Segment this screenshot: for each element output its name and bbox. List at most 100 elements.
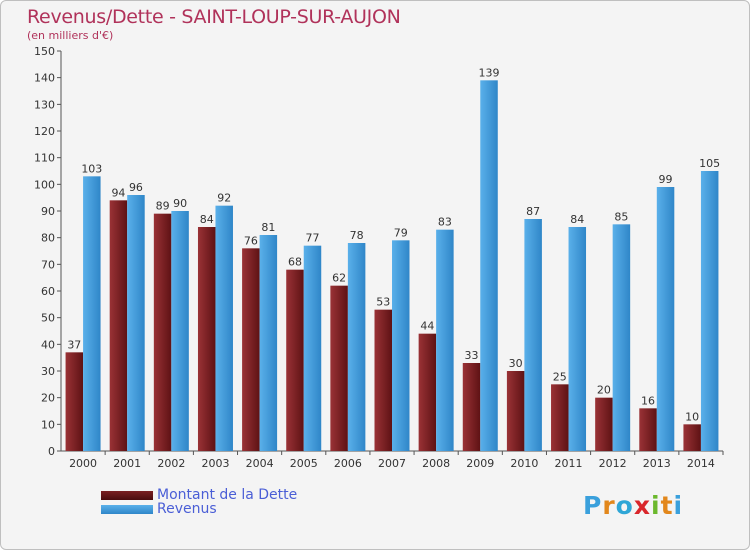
data-label-dette: 33 — [465, 349, 479, 362]
data-label-revenus: 81 — [261, 221, 275, 234]
data-label-revenus: 83 — [438, 216, 452, 229]
data-label-revenus: 90 — [173, 197, 187, 210]
proxiti-logo: Proxiti — [583, 491, 683, 520]
data-label-dette: 10 — [685, 410, 699, 423]
bar-revenus — [215, 205, 233, 451]
bar-revenus — [392, 240, 410, 451]
bar-dette — [595, 397, 613, 451]
x-tick-label: 2011 — [555, 457, 583, 470]
chart-subtitle: (en milliers d'€) — [27, 29, 114, 42]
y-tick-label: 30 — [41, 365, 55, 378]
x-tick-label: 2003 — [201, 457, 229, 470]
bar-revenus — [171, 211, 189, 451]
y-tick-label: 110 — [34, 152, 55, 165]
bar-revenus — [347, 243, 366, 451]
x-tick-label: 2009 — [466, 457, 494, 470]
data-label-dette: 84 — [200, 213, 214, 226]
y-tick-label: 80 — [41, 232, 55, 245]
x-tick-label: 2004 — [246, 457, 274, 470]
x-tick-label: 2014 — [687, 457, 715, 470]
bar-revenus — [656, 187, 675, 451]
y-tick-label: 40 — [41, 338, 55, 351]
data-label-dette: 25 — [553, 370, 567, 383]
y-tick-label: 90 — [41, 205, 55, 218]
bar-revenus — [83, 176, 101, 452]
data-label-revenus: 99 — [659, 173, 673, 186]
data-label-revenus: 96 — [129, 181, 143, 194]
legend-label-revenus: Revenus — [157, 501, 217, 517]
bar-revenus — [436, 229, 454, 451]
x-tick-label: 2010 — [510, 457, 538, 470]
bar-dette — [551, 384, 569, 451]
bar-dette — [197, 227, 216, 451]
bar-dette — [418, 333, 437, 451]
bar-dette — [153, 213, 172, 451]
y-tick-label: 60 — [41, 285, 55, 298]
data-label-dette: 94 — [111, 186, 125, 199]
data-label-revenus: 87 — [526, 205, 540, 218]
chart-bars — [65, 80, 719, 452]
y-tick-label: 140 — [34, 72, 55, 85]
chart-title: Revenus/Dette - SAINT-LOUP-SUR-AUJON — [27, 6, 401, 28]
data-label-dette: 37 — [67, 338, 81, 351]
bar-revenus — [303, 245, 322, 451]
logo-letter: t — [660, 491, 674, 520]
data-label-dette: 76 — [244, 234, 258, 247]
x-tick-label: 2007 — [378, 457, 406, 470]
bar-revenus — [700, 171, 719, 451]
logo-letter: i — [651, 491, 661, 520]
bar-revenus — [568, 227, 587, 451]
bar-revenus — [127, 195, 145, 451]
x-tick-label: 2000 — [69, 457, 97, 470]
logo-letter: r — [602, 491, 616, 520]
bar-dette — [683, 424, 701, 451]
data-label-dette: 68 — [288, 256, 302, 269]
legend-swatch-revenus — [101, 504, 153, 514]
data-label-revenus: 105 — [699, 157, 720, 170]
data-label-dette: 16 — [641, 394, 655, 407]
legend-label-dette: Montant de la Dette — [157, 487, 298, 503]
x-tick-label: 2012 — [599, 457, 627, 470]
y-tick-label: 150 — [34, 45, 55, 58]
bar-dette — [242, 248, 260, 451]
legend-swatch-dette — [101, 490, 153, 500]
data-label-dette: 20 — [597, 384, 611, 397]
x-tick-label: 2005 — [290, 457, 318, 470]
data-label-revenus: 79 — [394, 226, 408, 239]
bar-dette — [374, 309, 392, 451]
bar-revenus — [612, 224, 631, 451]
data-label-revenus: 139 — [479, 66, 500, 79]
bar-revenus — [259, 235, 278, 451]
y-tick-label: 130 — [34, 98, 55, 111]
legend-item-dette: Montant de la Dette — [101, 487, 298, 503]
data-label-revenus: 84 — [570, 213, 584, 226]
data-label-dette: 89 — [156, 200, 170, 213]
y-tick-label: 120 — [34, 125, 55, 138]
bar-revenus — [524, 219, 542, 451]
logo-letter: i — [673, 491, 684, 520]
x-tick-label: 2013 — [643, 457, 671, 470]
data-label-dette: 53 — [376, 296, 390, 309]
logo-letter: x — [633, 491, 651, 520]
bar-dette — [65, 352, 84, 451]
y-tick-label: 70 — [41, 258, 55, 271]
x-tick-label: 2002 — [157, 457, 185, 470]
y-tick-label: 0 — [48, 445, 55, 458]
legend-item-revenus: Revenus — [101, 501, 217, 517]
logo-letter: P — [583, 491, 603, 520]
y-tick-label: 20 — [41, 392, 55, 405]
bar-dette — [109, 200, 128, 451]
data-label-revenus: 92 — [217, 192, 231, 205]
bar-dette — [506, 371, 525, 451]
data-label-revenus: 103 — [81, 162, 102, 175]
bar-dette — [286, 269, 304, 451]
logo-letter: o — [615, 491, 634, 520]
bar-dette — [639, 408, 657, 451]
x-tick-label: 2008 — [422, 457, 450, 470]
bar-revenus — [480, 80, 498, 451]
bar-dette — [462, 363, 481, 451]
data-label-dette: 44 — [420, 320, 434, 333]
